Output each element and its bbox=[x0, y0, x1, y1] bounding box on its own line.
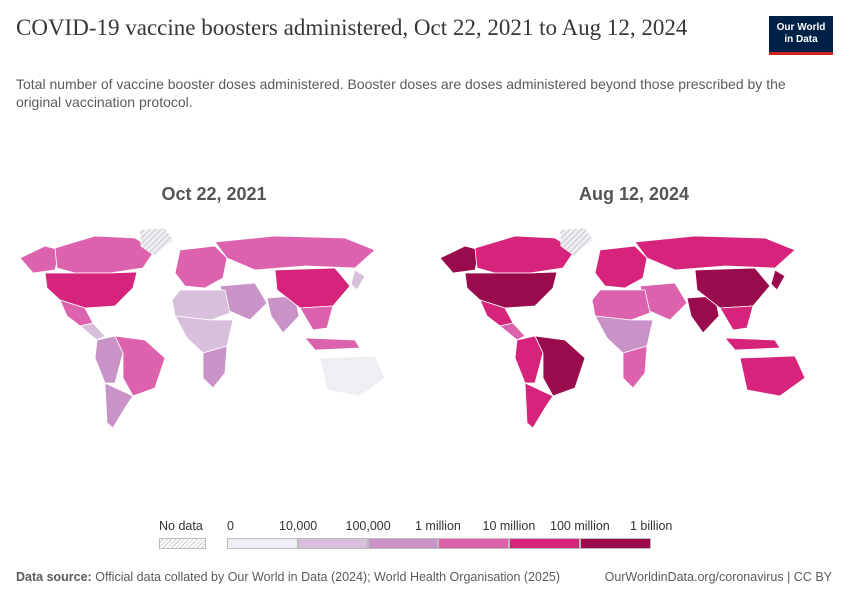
world-map-aug-2024[interactable] bbox=[435, 227, 835, 429]
legend-nodata-label: No data bbox=[159, 519, 203, 533]
color-legend: No data bbox=[0, 515, 850, 555]
region-japan[interactable] bbox=[770, 269, 786, 291]
legend-swatch-5[interactable] bbox=[580, 538, 651, 549]
legend-nodata-swatch[interactable] bbox=[159, 538, 206, 549]
region-europe[interactable] bbox=[174, 245, 228, 289]
region-alaska[interactable] bbox=[19, 245, 61, 274]
region-canada[interactable] bbox=[474, 235, 576, 274]
region-southeast-asia[interactable] bbox=[719, 305, 754, 331]
region-africa-north[interactable] bbox=[171, 289, 231, 321]
region-russia[interactable] bbox=[214, 235, 376, 271]
source-url[interactable]: OurWorldinData.org/coronavirus | CC BY bbox=[604, 570, 832, 584]
region-australia[interactable] bbox=[319, 355, 386, 397]
legend-tick-label: 0 bbox=[227, 519, 234, 533]
region-australia[interactable] bbox=[739, 355, 806, 397]
nodata-hatch bbox=[140, 228, 173, 256]
right-map-title: Aug 12, 2024 bbox=[578, 184, 690, 204]
region-brazil[interactable] bbox=[114, 335, 166, 397]
region-central-america[interactable] bbox=[499, 322, 526, 341]
region-africa-south[interactable] bbox=[622, 345, 648, 389]
region-alaska[interactable] bbox=[439, 245, 481, 274]
region-central-america[interactable] bbox=[79, 322, 106, 341]
region-southern-cone[interactable] bbox=[524, 382, 554, 429]
logo-line-1: Our World bbox=[776, 22, 826, 33]
legend-swatch-1[interactable] bbox=[298, 538, 368, 549]
legend-tick-label: 10 million bbox=[482, 519, 536, 533]
left-map-title: Oct 22, 2021 bbox=[161, 184, 267, 204]
data-source: Data source: Official data collated by O… bbox=[16, 570, 560, 584]
legend-swatch-3[interactable] bbox=[438, 538, 509, 549]
nodata-hatch bbox=[560, 228, 593, 256]
legend-swatch-4[interactable] bbox=[509, 538, 580, 549]
chart-title: COVID-19 vaccine boosters administered, … bbox=[16, 15, 688, 40]
region-north-america[interactable] bbox=[44, 271, 138, 309]
region-southeast-asia[interactable] bbox=[299, 305, 334, 331]
logo-line-2: in Data bbox=[784, 34, 818, 45]
legend-tick-label: 10,000 bbox=[279, 519, 318, 533]
region-europe[interactable] bbox=[594, 245, 648, 289]
legend-swatch-2[interactable] bbox=[368, 538, 438, 549]
region-indonesia[interactable] bbox=[304, 337, 361, 351]
legend-swatch-0[interactable] bbox=[227, 538, 298, 549]
world-map-oct-2021[interactable] bbox=[15, 227, 415, 429]
region-canada[interactable] bbox=[54, 235, 156, 274]
legend-tick-label: 100,000 bbox=[345, 519, 391, 533]
legend-tick-label: 1 million bbox=[415, 519, 461, 533]
region-southern-cone[interactable] bbox=[104, 382, 134, 429]
data-source-text: Official data collated by Our World in D… bbox=[95, 570, 561, 584]
region-brazil[interactable] bbox=[534, 335, 586, 397]
chart-subtitle: Total number of vaccine booster doses ad… bbox=[16, 76, 786, 110]
region-indonesia[interactable] bbox=[724, 337, 781, 351]
legend-tick-label: 100 million bbox=[550, 519, 610, 533]
data-source-label: Data source: bbox=[16, 570, 92, 584]
region-north-america[interactable] bbox=[464, 271, 558, 309]
region-japan[interactable] bbox=[350, 269, 366, 291]
region-russia[interactable] bbox=[634, 235, 796, 271]
legend-tick-label: 1 billion bbox=[630, 519, 673, 533]
owid-logo[interactable]: Our World in Data bbox=[769, 16, 833, 55]
region-africa-south[interactable] bbox=[202, 345, 228, 389]
region-africa-north[interactable] bbox=[591, 289, 651, 321]
